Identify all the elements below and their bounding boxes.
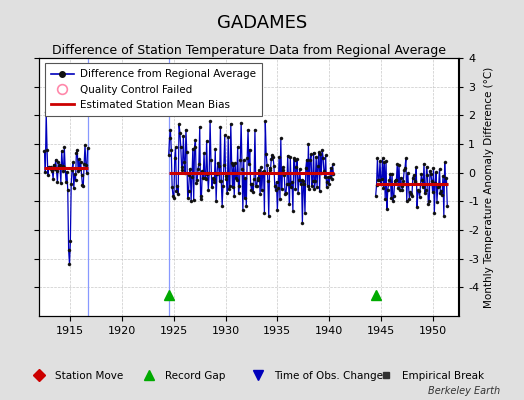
Text: Empirical Break: Empirical Break (401, 371, 484, 381)
Text: Station Move: Station Move (55, 371, 123, 381)
Y-axis label: Monthly Temperature Anomaly Difference (°C): Monthly Temperature Anomaly Difference (… (484, 66, 494, 308)
Text: Record Gap: Record Gap (165, 371, 225, 381)
Text: Time of Obs. Change: Time of Obs. Change (274, 371, 383, 381)
Text: GADAMES: GADAMES (217, 14, 307, 32)
Title: Difference of Station Temperature Data from Regional Average: Difference of Station Temperature Data f… (52, 44, 446, 57)
Text: Berkeley Earth: Berkeley Earth (428, 386, 500, 396)
Legend: Difference from Regional Average, Quality Control Failed, Estimated Station Mean: Difference from Regional Average, Qualit… (45, 63, 262, 116)
